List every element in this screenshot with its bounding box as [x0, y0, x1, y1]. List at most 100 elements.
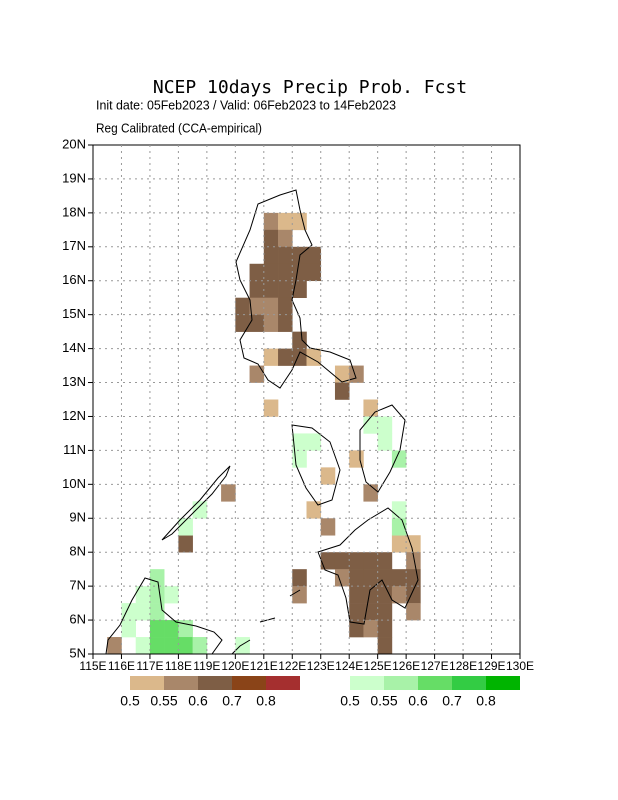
coast-mindanao: [317, 507, 419, 625]
coast-sulu: [231, 589, 301, 655]
prob-cell: [263, 399, 279, 417]
note: Reg Calibrated (CCA-empirical): [96, 120, 262, 135]
prob-cell: [235, 297, 250, 315]
prob-cell: [377, 416, 393, 434]
y-tick-label: 6N: [69, 612, 86, 627]
prob-cell: [249, 263, 265, 282]
x-tick-label: 128E: [449, 659, 477, 673]
coast-borneo: [105, 577, 223, 655]
prob-cell: [391, 535, 407, 553]
x-tick-label: 125E: [364, 659, 392, 673]
colorbar-label: 0.5: [120, 693, 140, 709]
y-tick-label: 15N: [62, 306, 86, 321]
prob-cell: [263, 263, 279, 282]
prob-cell: [349, 569, 364, 587]
prob-cell: [221, 484, 236, 502]
prob-cell: [292, 263, 307, 282]
y-tick-label: 17N: [62, 238, 86, 253]
prob-cell: [178, 518, 193, 536]
y-tick-label: 7N: [69, 578, 86, 593]
prob-cell: [406, 586, 421, 604]
prob-cell: [135, 586, 151, 604]
colorbar-label: 0.7: [442, 693, 462, 709]
prob-cell: [349, 365, 364, 383]
x-tick-label: 120E: [221, 659, 249, 673]
colorbar-swatch: [350, 676, 384, 690]
prob-cell: [149, 586, 165, 604]
colorbar-label: 0.5: [340, 693, 360, 709]
prob-cell: [363, 603, 378, 621]
coast-palawan: [161, 465, 231, 541]
prob-cell: [192, 637, 208, 655]
prob-cell: [306, 433, 322, 451]
prob-cell: [278, 348, 293, 366]
chart-title: NCEP 10days Precip Prob. Fcst: [153, 77, 467, 98]
prob-cell: [406, 535, 421, 553]
colorbar-label: 0.7: [222, 693, 242, 709]
cells: [107, 212, 421, 655]
prob-cell: [391, 501, 407, 519]
prob-cell: [121, 603, 136, 621]
prob-cell: [263, 348, 279, 366]
prob-cell: [292, 280, 307, 298]
y-tick-label: 20N: [62, 136, 86, 151]
prob-cell: [192, 501, 208, 519]
prob-cell: [334, 569, 350, 587]
x-tick-label: 118E: [165, 659, 192, 673]
prob-cell: [249, 280, 265, 298]
y-tick-label: 11N: [63, 442, 86, 457]
coast-luzon: [235, 189, 357, 389]
colorbar-swatch: [232, 676, 266, 690]
prob-cell: [164, 586, 179, 604]
prob-cell: [306, 501, 322, 519]
prob-cell: [278, 229, 293, 248]
prob-cell: [263, 246, 279, 265]
prob-cell: [363, 569, 378, 587]
colorbar-label: 0.55: [150, 693, 177, 709]
x-tick-label: 122E: [278, 659, 306, 673]
prob-cell: [363, 552, 378, 570]
prob-cell: [391, 450, 407, 468]
prob-cell: [278, 212, 293, 231]
prob-cell: [349, 552, 364, 570]
x-tick-label: 116E: [108, 659, 135, 673]
prob-cell: [121, 620, 136, 638]
colorbar-label: 0.8: [476, 693, 496, 709]
prob-cell: [278, 280, 293, 298]
prob-cell: [278, 297, 293, 315]
prob-cell: [135, 637, 151, 655]
subtitle: Init date: 05Feb2023 / Valid: 06Feb2023 …: [96, 97, 396, 112]
prob-cell: [349, 620, 364, 638]
prob-cell: [334, 382, 350, 400]
prob-cell: [107, 637, 122, 655]
prob-cell: [406, 603, 421, 621]
colorbar-swatch: [384, 676, 418, 690]
prob-cell: [292, 331, 307, 349]
prob-cell: [149, 637, 165, 655]
prob-cell: [320, 518, 336, 536]
colorbar-swatch: [164, 676, 198, 690]
y-tick-label: 18N: [62, 204, 86, 219]
prob-cell: [292, 569, 307, 587]
x-tick-label: 127E: [421, 659, 449, 673]
prob-cell: [292, 433, 307, 451]
colorbar-swatch: [486, 676, 520, 690]
prob-cell: [306, 263, 322, 282]
colorbar-swatch: [198, 676, 232, 690]
colorbar-label: 0.55: [370, 693, 397, 709]
prob-cell: [278, 246, 293, 265]
y-tick-label: 5N: [69, 645, 86, 660]
colorbar-swatch: [418, 676, 452, 690]
prob-cell: [363, 416, 378, 434]
colorbar-swatch: [452, 676, 486, 690]
prob-cell: [263, 280, 279, 298]
prob-cell: [149, 603, 165, 621]
prob-cell: [164, 637, 179, 655]
y-tick-label: 16N: [62, 272, 86, 287]
prob-cell: [406, 569, 421, 587]
y-tick-label: 12N: [62, 408, 86, 423]
prob-cell: [406, 552, 421, 570]
x-tick-label: 117E: [136, 659, 163, 673]
prob-cell: [249, 365, 265, 383]
